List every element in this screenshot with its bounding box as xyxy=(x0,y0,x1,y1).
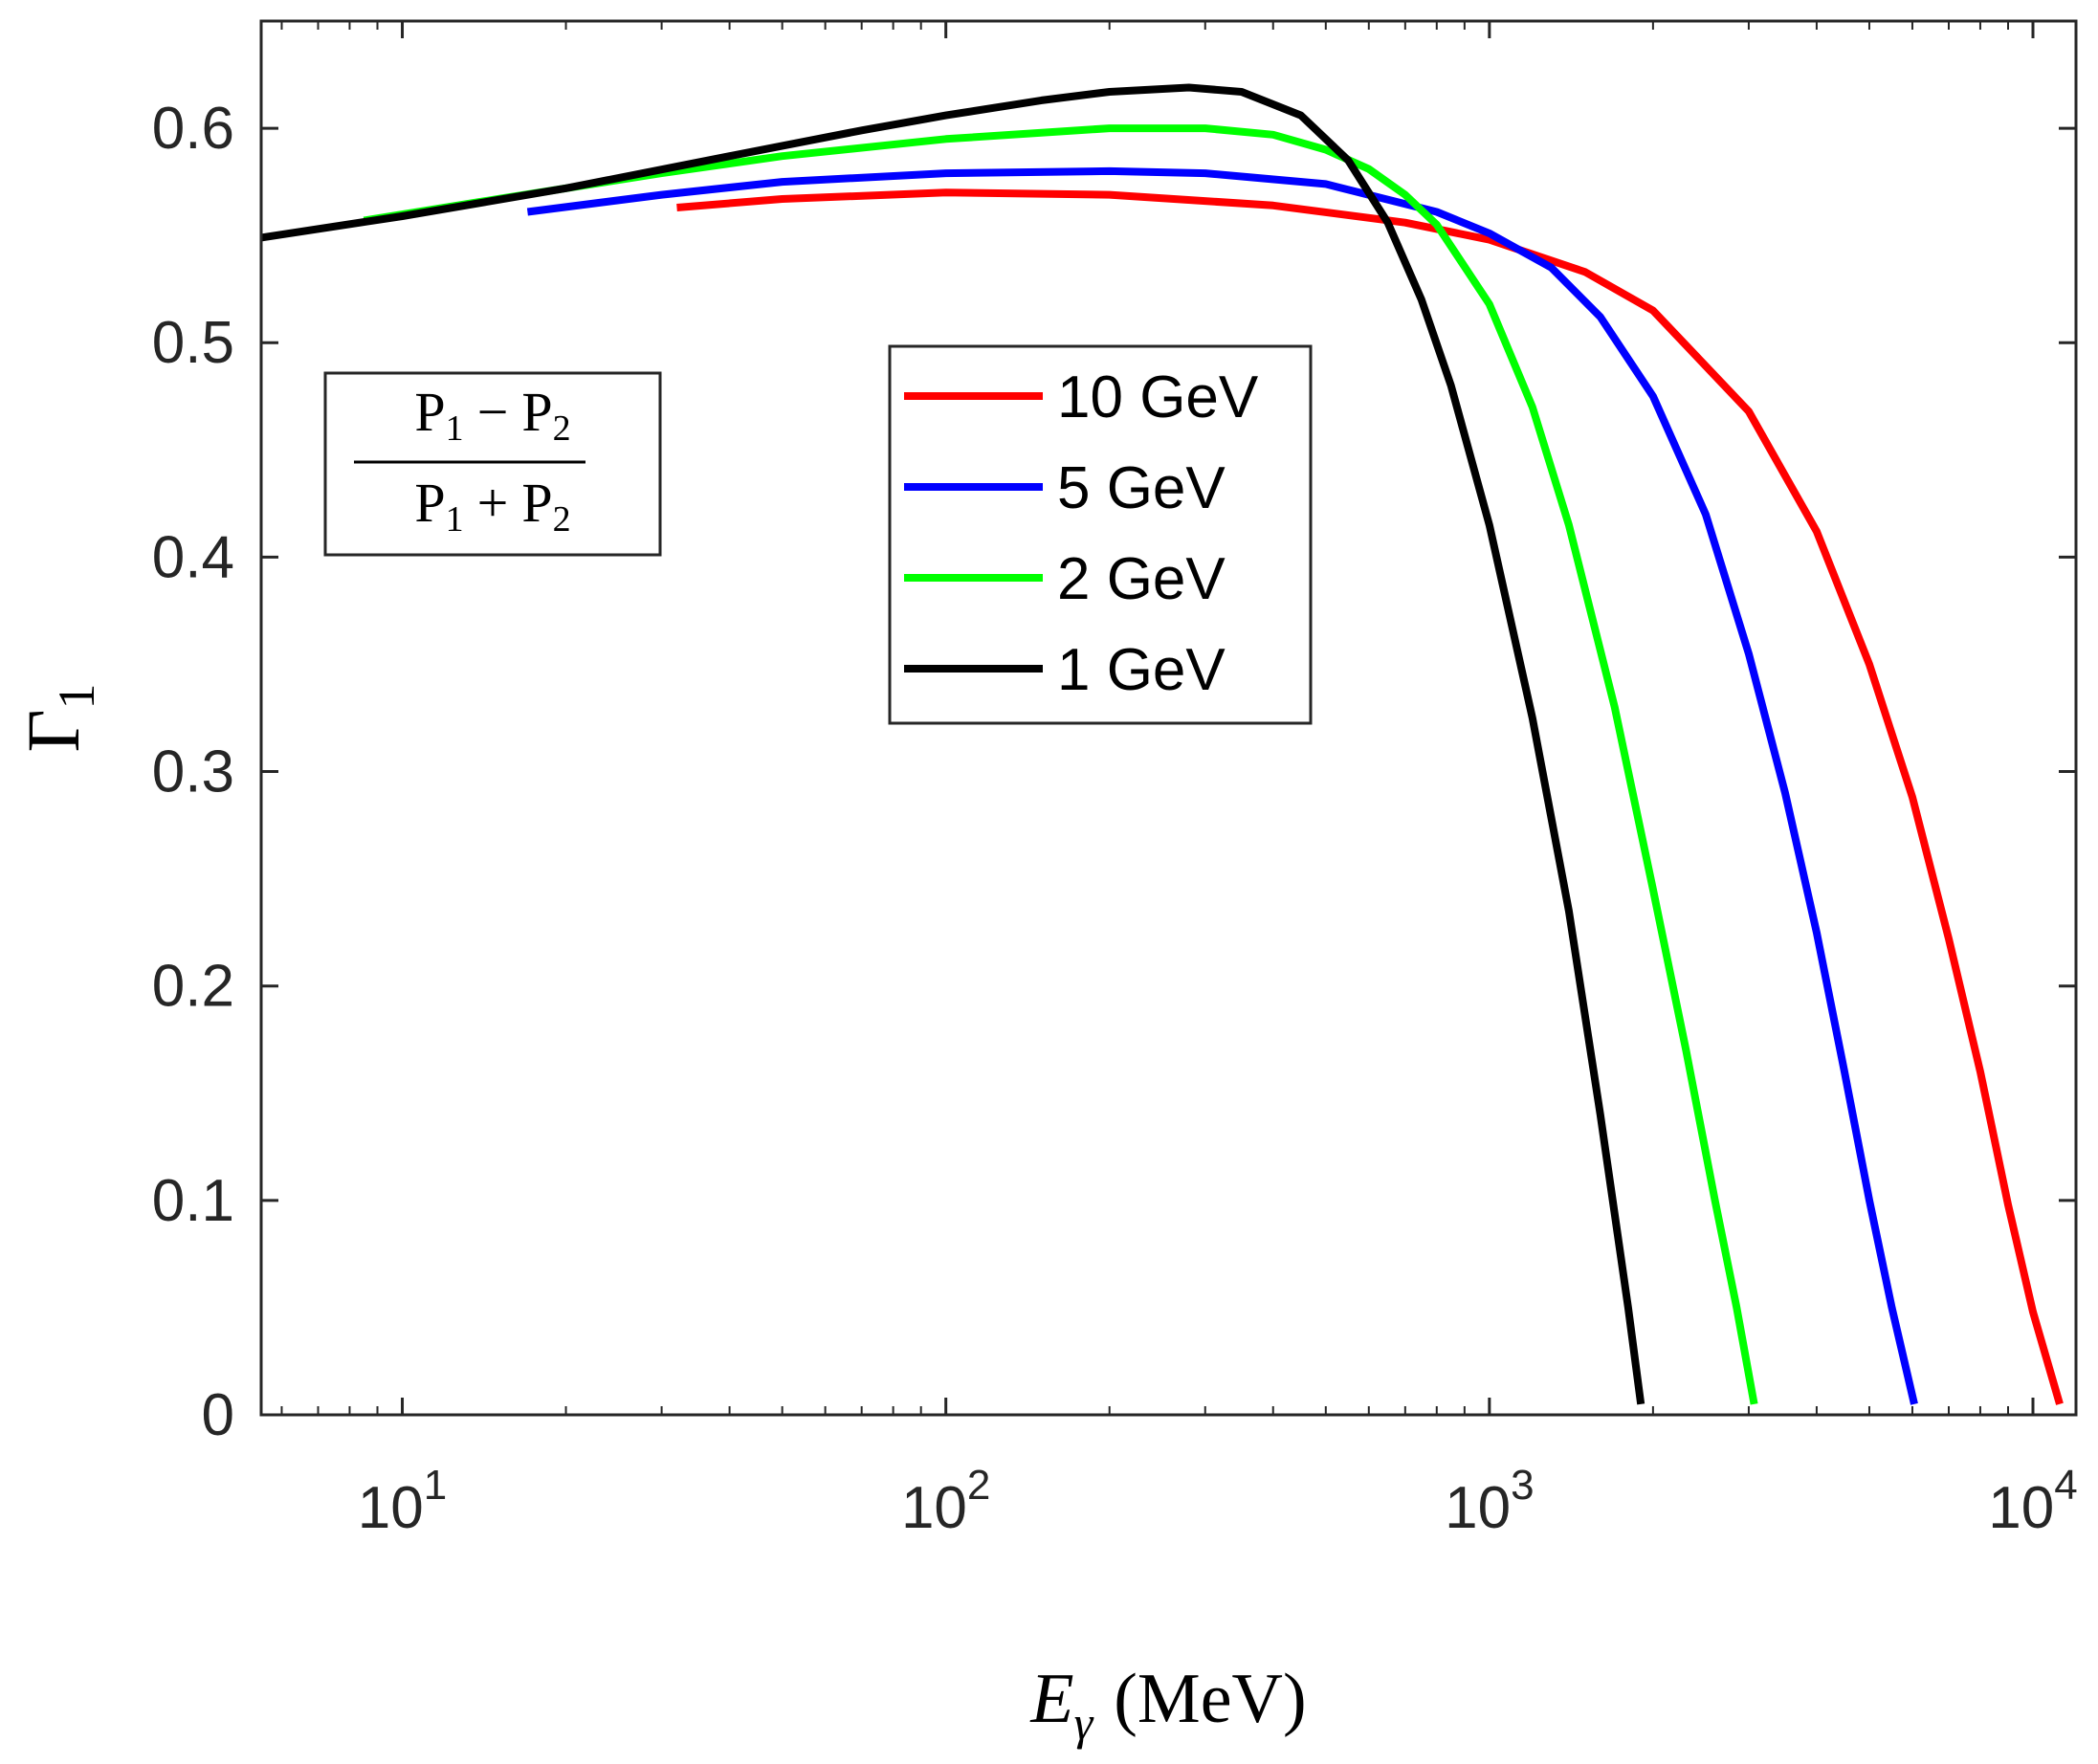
series-line-2-gev xyxy=(363,124,1758,1405)
x-axis-label-subscript: γ xyxy=(1074,1696,1094,1750)
series-line-10-gev xyxy=(676,188,2064,1405)
legend-label-1-gev: 1 GeV xyxy=(1057,637,1226,703)
numerator-term-a: P xyxy=(414,381,445,443)
numerator-term-b-sub: 2 xyxy=(553,408,571,449)
y-tick-label: 0.6 xyxy=(152,96,234,162)
legend-label-5-gev: 5 GeV xyxy=(1057,455,1226,521)
y-tick-label: 0.1 xyxy=(152,1168,234,1234)
y-axis-label: Γ1 xyxy=(11,683,105,752)
formula-numerator: P1− P2 xyxy=(414,381,570,449)
formula-box xyxy=(323,371,662,557)
denominator-operator: + xyxy=(477,472,509,534)
x-tick-label: 103 xyxy=(1445,1462,1534,1541)
series-layer xyxy=(260,83,2064,1405)
legend-box xyxy=(888,344,1313,725)
formula-annotation: P1− P2 P1 + P2 xyxy=(323,371,662,557)
y-tick-label: 0.3 xyxy=(152,739,234,805)
y-axis-label-main: Γ xyxy=(11,709,95,752)
x-axis-label-unit: (MeV) xyxy=(1114,1660,1306,1738)
formula-denominator: P1 + P2 xyxy=(414,472,570,540)
x-tick-label: 101 xyxy=(358,1462,447,1541)
denominator-term-a-sub: 1 xyxy=(446,499,464,540)
x-tick-label: 104 xyxy=(1988,1462,2077,1541)
legend: 10 GeV 5 GeV 2 GeV 1 GeV xyxy=(888,344,1313,725)
denominator-term-a: P xyxy=(414,472,445,534)
axis-ticks: 0 0.1 0.2 0.3 0.4 0.5 0.6 101 102 103 104 xyxy=(152,21,2078,1541)
legend-label-10-gev: 10 GeV xyxy=(1057,364,1259,430)
series-line-5-gev xyxy=(526,166,1918,1405)
x-axis-label-main: E xyxy=(1029,1660,1073,1738)
denominator-term-b: P xyxy=(521,472,552,534)
y-tick-label: 0.5 xyxy=(152,310,234,376)
legend-items: 10 GeV 5 GeV 2 GeV 1 GeV xyxy=(904,364,1259,703)
y-axis-label-subscript: 1 xyxy=(48,683,105,709)
numerator-operator: − xyxy=(477,381,509,443)
plot-frame xyxy=(259,19,2078,1417)
y-tick-label: 0.4 xyxy=(152,524,234,590)
series-line-1-gev xyxy=(260,83,1645,1405)
legend-label-2-gev: 2 GeV xyxy=(1057,546,1226,612)
denominator-term-b-sub: 2 xyxy=(553,499,571,540)
numerator-term-a-sub: 1 xyxy=(446,408,464,449)
numerator-term-b: P xyxy=(521,381,552,443)
y-tick-label: 0 xyxy=(202,1382,234,1448)
x-axis-label: Eγ (MeV) xyxy=(1029,1660,1306,1750)
x-tick-label: 102 xyxy=(901,1462,990,1541)
y-tick-label: 0.2 xyxy=(152,954,234,1020)
